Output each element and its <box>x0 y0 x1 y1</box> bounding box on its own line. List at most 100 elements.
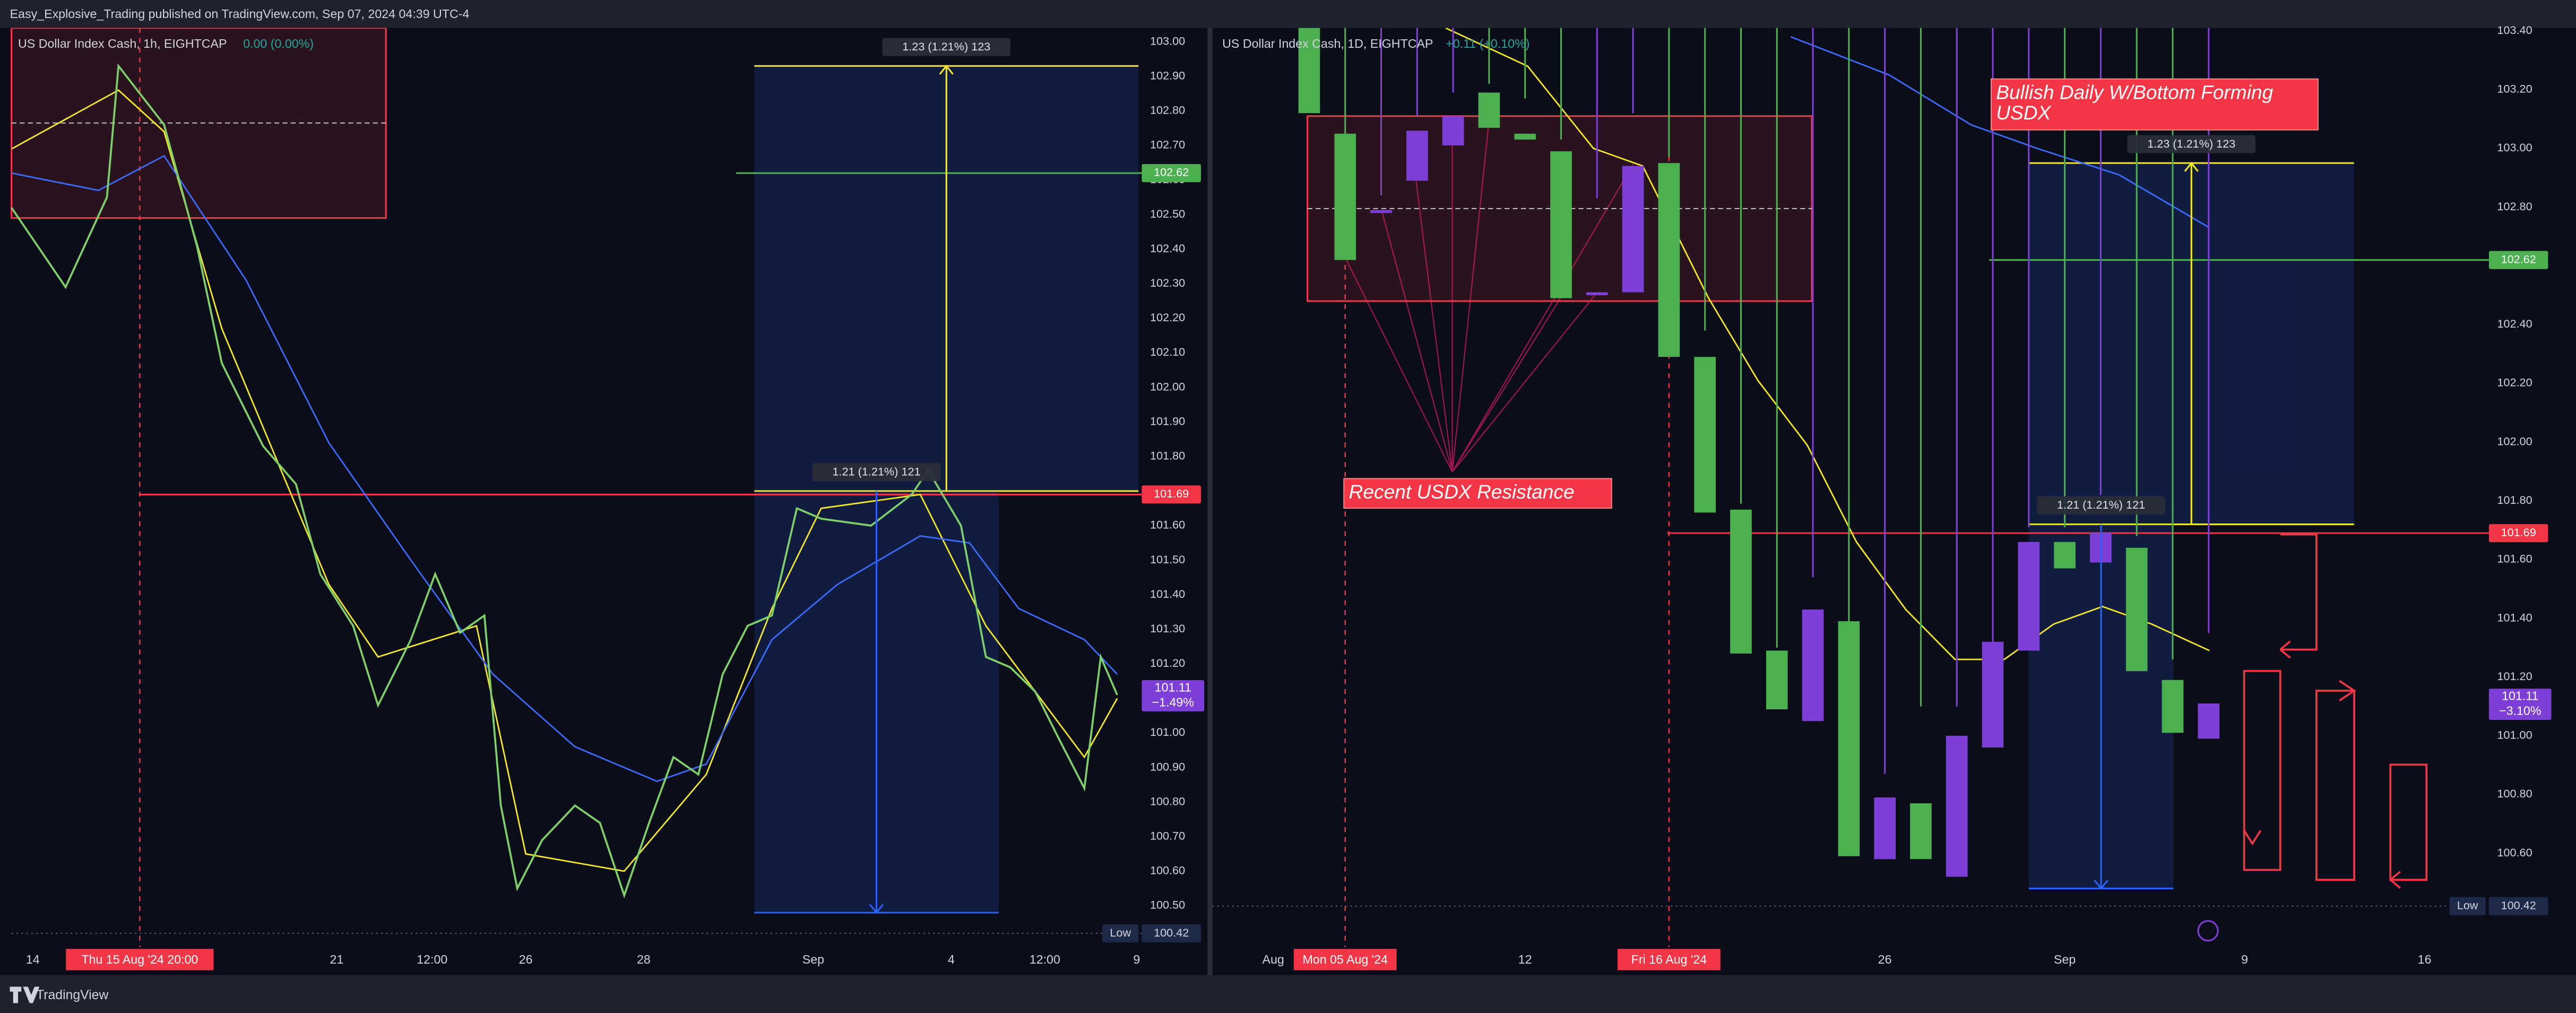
x-tick-label: 12:00 <box>417 952 447 966</box>
x-tick-label: Aug <box>1263 952 1284 966</box>
y-tick-label: 100.60 <box>1150 864 1185 877</box>
y-tick-label: 100.50 <box>1150 898 1185 912</box>
measure-label: 1.23 (1.21%) 123 <box>902 40 990 53</box>
y-tick-label: 103.20 <box>2497 82 2532 96</box>
plot-area: 1.23 (1.21%) 123 1.21 (1.21%) 121 <box>11 28 1142 948</box>
candle-body <box>1406 131 1428 181</box>
event-icon <box>2197 920 2219 942</box>
level-label-bg <box>2488 251 2548 269</box>
y-tick-label: 103.00 <box>1150 34 1185 47</box>
panel-divider <box>1207 28 1213 975</box>
moving-average <box>1445 28 2210 660</box>
candle-body <box>1442 116 1464 145</box>
y-tick-label: 102.20 <box>2497 376 2532 389</box>
level-label-bg <box>1142 485 1201 504</box>
low-tag: Low <box>2457 898 2478 912</box>
low-tag: Low <box>1110 926 1131 939</box>
y-tick-label: 100.80 <box>2497 787 2532 800</box>
last-price-bg <box>1142 680 1205 711</box>
measure-arrowhead <box>2184 161 2199 172</box>
candle-body <box>1478 92 1500 128</box>
y-tick-label: 102.00 <box>2497 434 2532 448</box>
measure-label: 1.23 (1.21%) 123 <box>2147 137 2235 150</box>
y-tick-label: 103.00 <box>2497 141 2532 154</box>
candle-body <box>1370 210 1392 213</box>
measure-label-bg <box>882 38 1011 56</box>
low-label: 100.42 <box>1154 926 1189 939</box>
x-tick-label: 9 <box>2241 952 2248 966</box>
candle-body <box>2054 542 2076 569</box>
x-tick-label: Sep <box>2054 952 2076 966</box>
chart-title: US Dollar Index Cash, 1D, EIGHTCAP <box>1222 37 1433 50</box>
tv-logo <box>10 986 40 1003</box>
x-tick-label: Sep <box>802 952 824 966</box>
y-tick-label: 102.70 <box>1150 138 1185 151</box>
plot-area: 1.23 (1.21%) 123 1.21 (1.21%) 121 <box>1212 28 2489 948</box>
low-label-bg <box>2488 897 2548 915</box>
projection-drawings <box>2243 533 2428 889</box>
measure-label-bg <box>2127 135 2256 153</box>
x-tick-label: 14 <box>26 952 40 966</box>
annotation-text: Recent USDX Resistance <box>1349 480 1575 503</box>
chart-title: US Dollar Index Cash, 1h, EIGHTCAP <box>18 37 227 50</box>
crosshair-label-bg <box>1618 949 1721 971</box>
measure-label: 1.21 (1.21%) 121 <box>2057 498 2145 511</box>
y-tick-label: 102.00 <box>1150 380 1185 393</box>
y-tick-label: 101.40 <box>1150 587 1185 600</box>
y-tick-label: 103.40 <box>2497 23 2532 37</box>
footer-text: TradingView <box>36 988 108 1002</box>
last-price: 101.11 <box>1155 681 1191 694</box>
y-tick-label: 101.50 <box>1150 553 1185 566</box>
chart-change: +0.11 (+0.10%) <box>1446 37 1529 50</box>
chart-change: 0.00 (0.00%) <box>243 37 314 50</box>
resistance-zone <box>11 28 387 219</box>
x-tick-label: 9 <box>1133 952 1140 966</box>
y-tick-label: 102.80 <box>1150 104 1185 117</box>
last-price: 101.11 <box>2502 689 2538 703</box>
y-tick-label: 101.80 <box>2497 493 2532 506</box>
crosshair-label: Fri 16 Aug '24 <box>1631 952 1707 966</box>
y-tick-label: 100.90 <box>1150 760 1185 773</box>
level-label: 102.62 <box>2501 252 2536 265</box>
candle-body <box>2162 680 2184 733</box>
candle-body <box>1910 803 1932 860</box>
candle-body <box>1874 797 1896 860</box>
moving-average <box>1790 36 2210 229</box>
x-tick-label: 26 <box>519 952 533 966</box>
y-tick-label: 102.40 <box>2497 317 2532 330</box>
y-tick-label: 101.20 <box>1150 656 1185 669</box>
candle-body <box>1622 166 1644 293</box>
candle-body <box>1658 163 1680 357</box>
measure-label-bg <box>812 463 941 482</box>
low-tag-bg <box>1102 924 1139 943</box>
y-tick-label: 102.30 <box>1150 276 1185 289</box>
crosshair-label-bg <box>1293 949 1397 971</box>
annotation-bg <box>1991 78 2319 131</box>
x-tick-label: 21 <box>330 952 344 966</box>
candle-body <box>1802 609 1824 722</box>
y-tick-label: 101.60 <box>1150 518 1185 531</box>
y-tick-label: 100.70 <box>1150 829 1185 843</box>
candle-body <box>1730 509 1752 654</box>
y-tick-label: 101.90 <box>1150 414 1185 427</box>
x-tick-label: 4 <box>948 952 955 966</box>
level-label-bg <box>2488 524 2548 543</box>
crosshair-label-bg <box>66 949 214 971</box>
y-tick-label: 102.80 <box>2497 200 2532 213</box>
candle-body <box>2018 542 2040 651</box>
crosshair-label: Thu 15 Aug '24 20:00 <box>81 952 198 966</box>
price-line <box>11 63 1118 899</box>
y-tick-label: 102.20 <box>1150 311 1185 324</box>
candle-body <box>1838 621 1860 856</box>
annotation-bg <box>1343 478 1612 509</box>
level-label: 102.62 <box>1154 166 1189 179</box>
measure-label: 1.21 (1.21%) 121 <box>833 465 921 478</box>
low-tag-bg <box>2449 897 2486 915</box>
y-tick-label: 102.50 <box>1150 207 1185 220</box>
x-tick-label: 12:00 <box>1030 952 1060 966</box>
y-tick-label: 102.90 <box>1150 68 1185 82</box>
left-panel <box>0 28 1208 975</box>
last-price-bg <box>2488 689 2552 720</box>
